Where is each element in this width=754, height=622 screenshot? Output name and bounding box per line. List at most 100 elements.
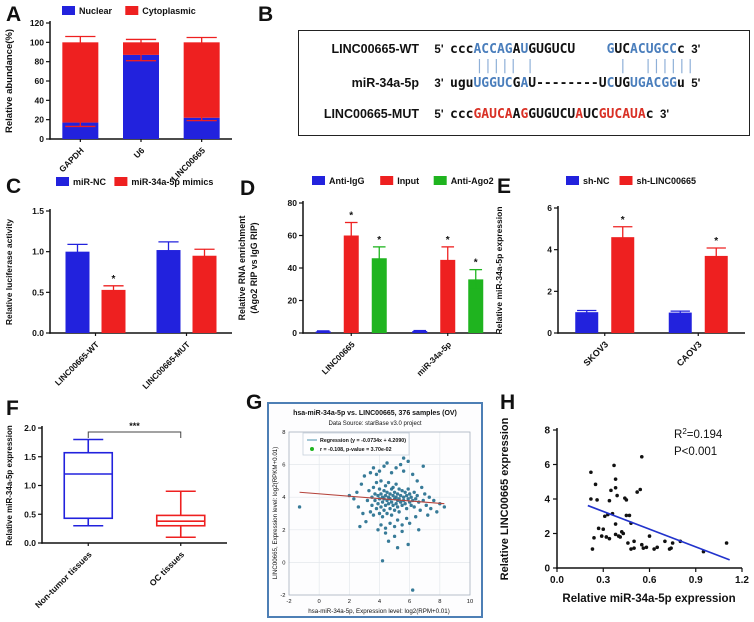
svg-text:CAOV3: CAOV3: [675, 339, 704, 368]
svg-text:Relative miR-34a-5p expression: Relative miR-34a-5p expression: [494, 206, 504, 334]
svg-text:***: ***: [129, 421, 140, 431]
mut-sequence: cccGAUCAAGGUGUCUAUCGUCAUAc: [450, 106, 654, 124]
sequence-segment: U: [520, 42, 529, 57]
prime-mark: 3': [659, 109, 670, 121]
svg-text:R2=0.194: R2=0.194: [674, 427, 723, 441]
svg-text:*: *: [474, 258, 478, 269]
svg-text:Anti-IgG: Anti-IgG: [329, 176, 365, 186]
sequence-segment: G: [512, 76, 521, 91]
svg-text:Relative miR-34a-5p expression: Relative miR-34a-5p expression: [562, 593, 735, 605]
panel-letter-e: E: [497, 175, 512, 198]
sequence-segment: ACUGCC: [630, 42, 678, 57]
svg-text:0: 0: [292, 328, 297, 338]
svg-text:P<0.001: P<0.001: [674, 446, 717, 458]
svg-text:Non-tumor tissues: Non-tumor tissues: [33, 549, 94, 610]
sequence-segment: U--------U: [528, 76, 607, 91]
svg-text:r = -0.108, p-value = 3.70e-02: r = -0.108, p-value = 3.70e-02: [320, 447, 392, 453]
svg-text:1.5: 1.5: [32, 206, 44, 216]
sequence-name: LINC00665-WT: [331, 42, 419, 56]
sequence-segment: ccc: [450, 42, 474, 57]
panel-letter-g: G: [246, 391, 263, 414]
svg-text:2: 2: [348, 599, 351, 605]
alignment-box: LINC00665-WT 5' cccACCAGAUGUGUCU GUCACUG…: [298, 30, 750, 136]
svg-text:20: 20: [35, 115, 45, 125]
pairing-pipes: ||||| | | ||||||: [450, 58, 695, 74]
svg-text:2: 2: [547, 286, 552, 296]
sequence-segment: u: [677, 76, 685, 91]
sequence-name: LINC00665-MUT: [323, 107, 419, 121]
svg-text:0.0: 0.0: [550, 575, 564, 586]
panel-letter-d: D: [240, 177, 256, 200]
svg-text:60: 60: [35, 76, 45, 86]
svg-text:Input: Input: [397, 176, 419, 186]
sequence-segment: A: [512, 107, 521, 122]
prime-mark: 3': [434, 78, 444, 90]
svg-text:0.0: 0.0: [24, 538, 36, 548]
svg-text:2.0: 2.0: [24, 423, 36, 433]
prime-mark: 3': [691, 44, 701, 56]
sequence-segment: c: [645, 107, 654, 122]
svg-text:*: *: [112, 274, 116, 285]
chart-starbase-correlation: hsa-miR-34a-5p vs. LINC00665, 376 sample…: [267, 402, 483, 618]
svg-text:*: *: [714, 236, 718, 247]
sequence-segment: GUGUCU: [528, 42, 576, 57]
svg-text:2: 2: [544, 529, 550, 540]
svg-text:0: 0: [282, 560, 285, 566]
svg-text:miR-34a-5p mimics: miR-34a-5p mimics: [131, 177, 213, 187]
svg-text:Anti-Ago2: Anti-Ago2: [451, 176, 494, 186]
svg-text:1.0: 1.0: [24, 481, 36, 491]
svg-text:Relative luciferase activity: Relative luciferase activity: [4, 219, 14, 326]
alignment-row-mut: LINC00665-MUT 5' cccGAUCAAGGUGUCUAUCGUCA…: [301, 105, 749, 124]
svg-text:1.0: 1.0: [32, 247, 44, 257]
sequence-name: miR-34a-5p: [351, 76, 419, 90]
svg-text:4: 4: [544, 495, 550, 506]
svg-text:0: 0: [318, 599, 321, 605]
svg-text:U6: U6: [132, 145, 147, 160]
svg-text:Relative RNA enrichment: Relative RNA enrichment: [237, 216, 247, 321]
sequence-segment: UGACGG: [630, 76, 678, 91]
panel-letter-b: B: [258, 3, 274, 26]
svg-text:10: 10: [467, 599, 473, 605]
svg-text:Relative abundance(%): Relative abundance(%): [4, 29, 15, 133]
svg-text:OC tissues: OC tissues: [147, 549, 186, 588]
svg-text:*: *: [377, 235, 381, 246]
svg-text:6: 6: [408, 599, 411, 605]
svg-text:8: 8: [544, 426, 550, 437]
svg-text:0.5: 0.5: [32, 287, 44, 297]
prime-mark: 5': [691, 78, 701, 90]
svg-text:LINC00665: LINC00665: [320, 339, 357, 376]
sequence-segment: GAUCA: [473, 107, 513, 122]
svg-text:1.2: 1.2: [735, 575, 749, 586]
sequence-segment: c: [677, 42, 685, 57]
sequence-segment: G: [520, 107, 529, 122]
svg-text:hsa-miR-34a-5p, Expression lev: hsa-miR-34a-5p, Expression level: log2(R…: [308, 608, 450, 615]
svg-text:4: 4: [282, 495, 286, 501]
base-pairing-lines: ||||| | | ||||||: [301, 59, 749, 74]
svg-text:0: 0: [544, 564, 550, 575]
sequence-segment: UC: [614, 42, 631, 57]
svg-text:80: 80: [35, 57, 45, 67]
chart-mir34a-knockdown: 0 2 4 6 Relative miR-34a-5p expression sh-NC s…: [494, 176, 745, 368]
svg-text:*: *: [446, 235, 450, 246]
svg-text:(Ago2 RIP vs IgG RIP): (Ago2 RIP vs IgG RIP): [249, 222, 259, 313]
svg-text:40: 40: [35, 95, 45, 105]
svg-text:120: 120: [30, 18, 44, 28]
svg-text:6: 6: [547, 203, 552, 213]
sequence-segment: UG: [614, 76, 631, 91]
svg-text:100: 100: [30, 37, 44, 47]
svg-text:8: 8: [282, 430, 285, 436]
svg-text:Relative miR-34a-5p expression: Relative miR-34a-5p expression: [5, 425, 14, 546]
svg-text:40: 40: [288, 263, 298, 273]
svg-text:0.9: 0.9: [689, 575, 703, 586]
sequence-segment: GUCAUA: [598, 107, 646, 122]
alignment-row-mir: miR-34a-5p 3' uguUGGUCGAU--------UCUGUGA…: [301, 74, 749, 93]
svg-text:0.6: 0.6: [643, 575, 657, 586]
svg-text:0.3: 0.3: [596, 575, 610, 586]
svg-text:Data Source: starBase v3.0 pro: Data Source: starBase v3.0 project: [328, 421, 421, 427]
svg-text:4: 4: [378, 599, 382, 605]
svg-text:20: 20: [288, 296, 298, 306]
svg-text:Nuclear: Nuclear: [79, 6, 113, 16]
sequence-segment: ugu: [450, 76, 474, 91]
sequence-segment: UC: [583, 107, 599, 122]
